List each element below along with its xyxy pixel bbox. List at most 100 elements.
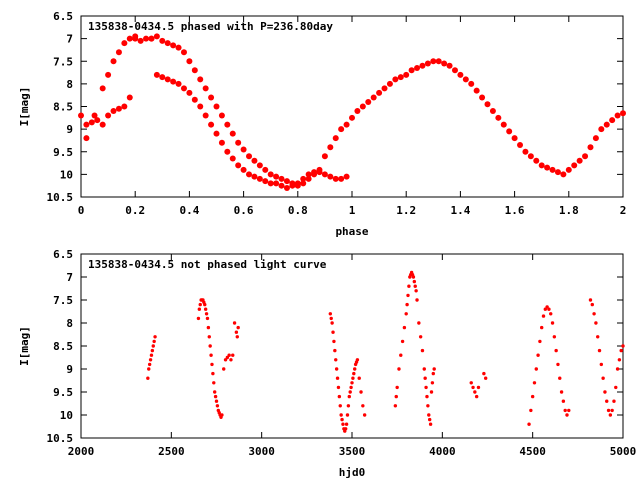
data-point xyxy=(294,180,301,187)
data-point xyxy=(126,94,133,101)
data-point xyxy=(143,35,150,42)
data-point xyxy=(300,175,307,182)
data-point xyxy=(343,121,350,128)
data-point xyxy=(262,166,269,173)
data-point xyxy=(597,348,602,353)
data-point xyxy=(115,105,122,112)
data-point xyxy=(563,408,567,413)
data-point xyxy=(423,376,427,380)
data-point xyxy=(479,94,486,101)
data-point xyxy=(588,298,593,302)
data-point xyxy=(351,376,355,380)
y-axis-label: I[mag] xyxy=(18,87,31,127)
data-point xyxy=(571,162,578,169)
data-point xyxy=(316,169,323,176)
data-point xyxy=(180,85,187,92)
data-point xyxy=(431,371,435,376)
data-point xyxy=(529,408,533,413)
chart-phased: 0 0.2 0.4 0.6 0.8 1 1.2 1.4 1.6 1.8 2 6.5 7 7.5 8 8.5 9 9… xyxy=(18,10,626,238)
data-point xyxy=(621,344,625,348)
x-tick-label: 4000 xyxy=(429,445,456,458)
x-tick-label: 0 xyxy=(78,204,85,217)
data-point xyxy=(214,399,219,403)
data-point xyxy=(592,135,599,142)
data-point xyxy=(435,58,442,65)
y-tick-label: 7 xyxy=(66,271,73,284)
data-point xyxy=(343,427,348,431)
data-point xyxy=(402,325,407,330)
data-point xyxy=(432,367,436,371)
data-point xyxy=(425,394,429,399)
y-tick-label: 9 xyxy=(66,363,73,376)
data-point xyxy=(267,180,274,187)
data-point xyxy=(147,367,151,371)
data-point xyxy=(137,37,144,44)
y-tick-label: 10.5 xyxy=(47,432,74,445)
data-point xyxy=(427,413,431,417)
data-point xyxy=(381,85,388,92)
data-point xyxy=(527,422,531,426)
y-tick-label: 6.5 xyxy=(53,10,73,23)
data-point xyxy=(349,385,353,390)
data-point xyxy=(151,344,155,348)
data-point xyxy=(517,141,524,148)
data-point xyxy=(400,339,405,344)
data-point xyxy=(468,80,475,87)
data-point xyxy=(430,58,437,65)
data-point xyxy=(327,144,334,151)
data-point xyxy=(411,275,416,279)
data-point xyxy=(180,49,187,56)
data-point xyxy=(620,110,626,117)
data-point xyxy=(417,321,421,325)
x-tick-label: 1.4 xyxy=(450,204,470,217)
x-tick-label: 2 xyxy=(620,204,627,217)
x-tick-label: 3000 xyxy=(248,445,275,458)
data-point xyxy=(522,148,529,155)
data-point xyxy=(202,85,209,92)
data-point xyxy=(218,139,225,146)
data-point xyxy=(592,312,596,316)
data-point xyxy=(175,80,182,87)
data-point xyxy=(159,74,166,81)
data-point xyxy=(94,117,101,124)
data-point xyxy=(170,42,177,49)
data-point xyxy=(235,335,239,339)
data-point xyxy=(559,390,564,394)
x-tick-label: 2500 xyxy=(158,445,185,458)
data-point xyxy=(203,302,207,307)
data-point xyxy=(560,171,567,178)
data-point xyxy=(565,166,572,173)
data-point xyxy=(340,417,344,422)
data-point xyxy=(332,339,336,344)
data-point xyxy=(229,130,236,137)
data-point xyxy=(582,153,589,160)
data-point xyxy=(208,94,215,101)
data-point xyxy=(186,58,193,65)
data-point xyxy=(362,413,367,417)
data-point xyxy=(441,60,448,67)
data-point xyxy=(224,121,231,128)
data-point xyxy=(164,40,171,47)
data-point xyxy=(208,344,212,348)
data-point xyxy=(197,307,202,311)
data-point xyxy=(386,80,393,87)
data-point xyxy=(538,339,542,344)
data-point xyxy=(204,312,209,316)
data-point xyxy=(534,367,538,371)
data-point xyxy=(267,171,274,178)
data-point xyxy=(594,321,598,325)
data-point xyxy=(473,390,477,394)
data-point xyxy=(462,76,469,83)
data-point xyxy=(83,135,90,142)
data-point xyxy=(540,325,544,330)
data-point xyxy=(235,162,242,169)
y-tick-label: 7.5 xyxy=(53,55,73,68)
data-point xyxy=(359,103,366,110)
data-point xyxy=(336,385,341,390)
data-point xyxy=(483,376,488,380)
data-point xyxy=(406,293,410,298)
data-point xyxy=(211,371,215,376)
data-point xyxy=(484,101,491,108)
data-point xyxy=(347,394,351,399)
plot-frame xyxy=(80,253,624,439)
